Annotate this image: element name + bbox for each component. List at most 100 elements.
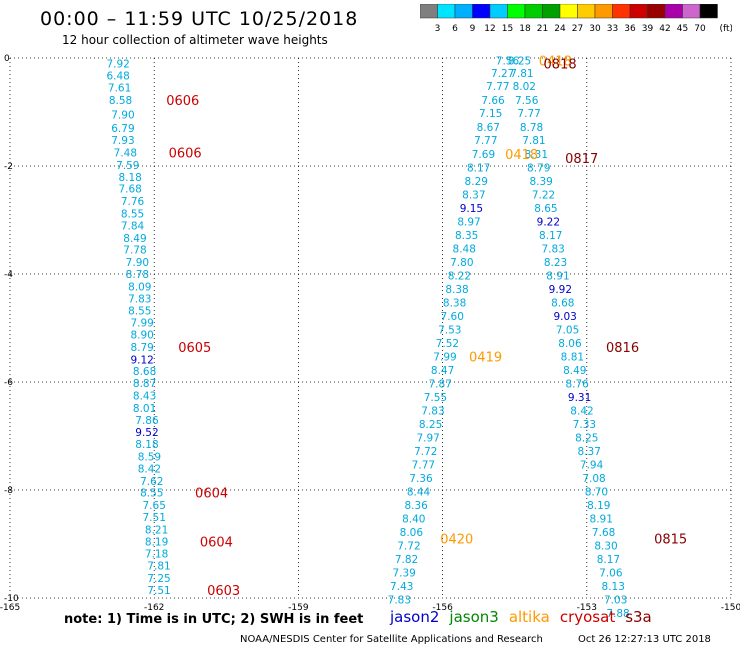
y-tick-label: 0 (4, 54, 10, 64)
wave-height-value: 7.77 (517, 108, 540, 120)
colorbar-label: 70 (694, 24, 706, 34)
wave-height-value: 8.42 (570, 406, 593, 418)
wave-height-value: 7.99 (130, 318, 153, 330)
wave-height-value: 7.83 (421, 406, 444, 418)
credit-line: NOAA/NESDIS Center for Satellite Applica… (240, 634, 543, 645)
wave-height-value: 8.79 (130, 342, 153, 354)
wave-height-value: 8.55 (121, 209, 144, 221)
wave-height-value: 8.91 (546, 271, 569, 283)
wave-height-value: 7.51 (147, 585, 170, 597)
pass-time-label: 0606 (169, 147, 202, 162)
wave-height-value: 8.17 (467, 163, 490, 175)
wave-height-value: 7.48 (114, 148, 137, 160)
wave-height-value: 7.59 (116, 160, 139, 172)
wave-height-value: 7.81 (510, 68, 533, 80)
pass-time-label: 0604 (200, 535, 233, 550)
wave-height-value: 8.44 (407, 487, 431, 499)
wave-height-value: 7.81 (522, 135, 545, 147)
wave-height-value: 7.55 (424, 392, 447, 404)
wave-height-value: 8.59 (138, 452, 161, 464)
y-tick-label: -8 (4, 486, 13, 496)
wave-height-value: 9.12 (130, 354, 153, 366)
wave-height-value: 7.72 (414, 446, 437, 458)
colorbar-label: 36 (624, 24, 636, 34)
x-tick-label: -162 (144, 603, 164, 613)
wave-height-value: 8.38 (443, 298, 466, 310)
wave-height-value: 8.19 (587, 500, 610, 512)
wave-height-value: 8.06 (558, 338, 582, 350)
wave-height-value: 8.22 (448, 271, 471, 283)
wave-height-colorbar: 3 6 9 12 15 18 21 24 27 30 33 36 39 42 45 70 (ft) (420, 4, 732, 34)
wave-height-value: 7.87 (429, 379, 452, 391)
wave-height-value: 8.19 (145, 536, 168, 548)
wave-height-value: 8.37 (462, 190, 485, 202)
wave-height-value: 7.68 (118, 184, 141, 196)
wave-height-value: 7.81 (147, 561, 170, 573)
wave-height-value: 8.01 (133, 403, 156, 415)
wave-height-value: 7.84 (121, 220, 145, 232)
wave-height-value: 9.52 (135, 427, 158, 439)
colorbar-label: 27 (572, 24, 583, 34)
wave-height-value: 8.48 (453, 244, 476, 256)
colorbar-label: 12 (484, 24, 495, 34)
wave-height-value: 7.76 (121, 196, 145, 208)
wave-height-value: 7.22 (532, 190, 555, 202)
wave-height-value: 8.43 (133, 391, 156, 403)
wave-height-value: 8.36 (404, 500, 428, 512)
wave-height-value: 8.87 (133, 378, 156, 390)
wave-height-value: 8.35 (455, 230, 478, 242)
wave-height-value: 8.18 (135, 439, 158, 451)
wave-height-value: 8.55 (128, 306, 151, 318)
wave-height-value: 8.47 (431, 365, 454, 377)
wave-height-value: 7.61 (108, 83, 131, 95)
wave-height-value: 8.40 (402, 514, 425, 526)
chart-subtitle: 12 hour collection of altimeter wave hei… (62, 33, 328, 47)
pass-time-label: 0606 (166, 94, 199, 109)
wave-height-value: 7.72 (397, 541, 420, 553)
wave-height-value: 7.27 (491, 68, 514, 80)
wave-height-value: 8.70 (585, 487, 608, 499)
wave-height-value: 8.38 (445, 284, 468, 296)
y-tick-label: -2 (4, 162, 13, 172)
wave-height-value: 7.43 (390, 581, 413, 593)
wave-height-value: 8.81 (561, 352, 584, 364)
wave-height-value: 7.39 (392, 568, 415, 580)
colorbar-label: 24 (554, 24, 566, 34)
wave-height-value: 8.78 (520, 122, 543, 134)
wave-height-value: 7.65 (143, 500, 166, 512)
wave-height-value: 8.49 (123, 233, 146, 245)
wave-height-value: 6.48 (106, 70, 129, 82)
wave-height-value: 8.68 (133, 366, 156, 378)
x-tick-label: -156 (432, 603, 453, 613)
pass-time-label: 0815 (654, 533, 687, 548)
wave-height-value: 7.36 (409, 473, 433, 485)
pass-time-label: 0816 (606, 341, 639, 356)
wave-height-value: 7.90 (111, 110, 134, 122)
wave-height-value: 8.25 (419, 419, 442, 431)
colorbar-label: 21 (537, 24, 548, 34)
wave-height-value: 8.02 (513, 81, 536, 93)
colorbar-label: 6 (452, 24, 458, 34)
wave-height-value: 7.88 (606, 608, 629, 620)
wave-height-value: 7.03 (604, 595, 627, 607)
wave-height-value: 7.82 (395, 554, 418, 566)
pass-time-label: 0418 (505, 148, 538, 163)
x-tick-label: -150 (721, 603, 740, 613)
y-tick-label: -6 (4, 378, 13, 388)
wave-height-value: 7.05 (556, 325, 579, 337)
wave-height-value: 8.79 (527, 163, 550, 175)
wave-height-value: 8.23 (544, 257, 567, 269)
wave-height-value: 7.94 (580, 460, 604, 472)
wave-height-value: 7.68 (592, 527, 615, 539)
colorbar-label: 33 (607, 24, 618, 34)
wave-height-value: 7.56 (496, 56, 520, 68)
wave-height-value: 7.56 (515, 95, 539, 107)
wave-height-value: 7.80 (450, 257, 473, 269)
wave-height-value: 8.13 (602, 581, 625, 593)
wave-height-value: 8.30 (594, 541, 617, 553)
wave-height-value: 7.60 (441, 311, 464, 323)
pass-time-label: 0818 (544, 57, 577, 72)
wave-height-value: 8.49 (563, 365, 586, 377)
wave-height-value: 8.91 (590, 514, 613, 526)
wave-height-value: 7.78 (123, 245, 146, 257)
